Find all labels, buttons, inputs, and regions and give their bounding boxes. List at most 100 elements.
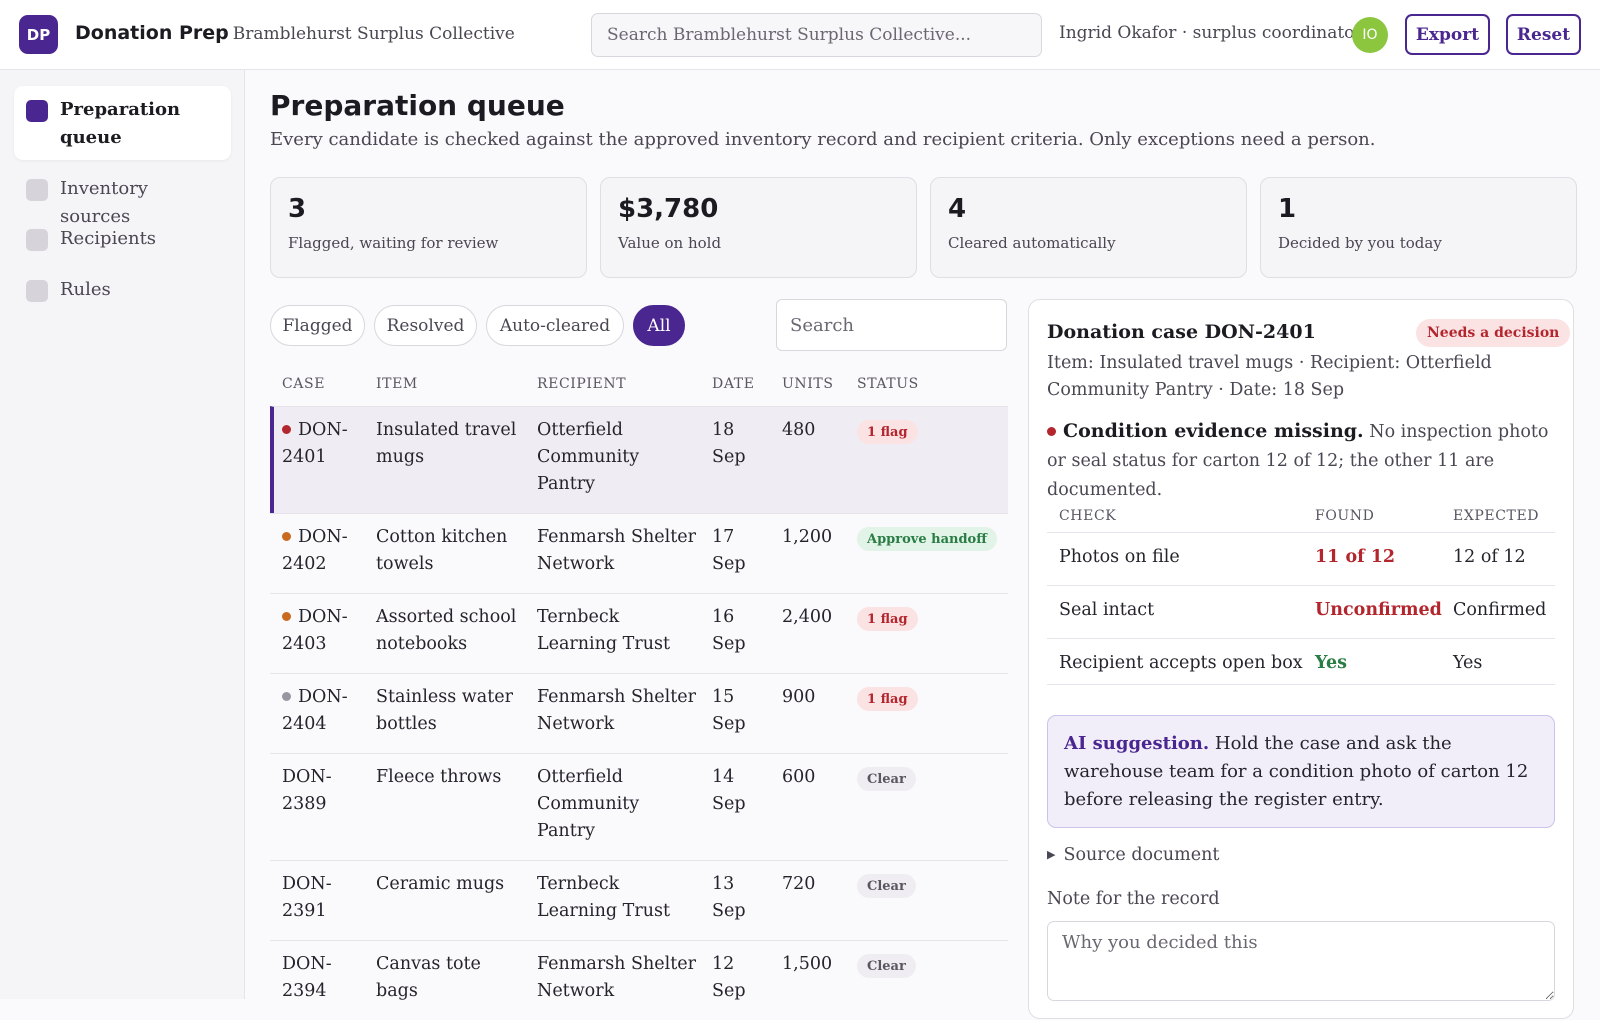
- cell-text: 480: [782, 420, 816, 440]
- table-row[interactable]: DON- 2402 Cotton kitchen towels Fenmarsh S…: [270, 513, 1008, 593]
- nav-square-icon: [26, 100, 48, 122]
- cell-text: 1,500: [782, 954, 833, 974]
- sidebar-item-rules[interactable]: Rules: [14, 266, 231, 312]
- export-button[interactable]: Export: [1405, 14, 1490, 55]
- nav-square-icon: [26, 229, 48, 251]
- cell-item: Fleece throws: [376, 764, 501, 791]
- filter-chip-resolved[interactable]: Resolved: [374, 305, 477, 346]
- table-row[interactable]: DON- 2404 Stainless water bottles Fenmarsh…: [270, 673, 1008, 753]
- check-found: 11 of 12: [1315, 547, 1396, 567]
- cell-text: 18 Sep: [712, 420, 746, 467]
- cell-date: 16 Sep: [712, 604, 746, 658]
- cell-recipient: Fenmarsh Shelter Network: [537, 951, 696, 1005]
- sidebar-item-label: Recipients: [60, 228, 157, 249]
- sidebar-item-label: Rules: [60, 279, 111, 300]
- cell-case: DON- 2403: [282, 604, 348, 658]
- status-badge: Clear: [857, 954, 916, 978]
- cell-recipient: Otterfield Community Pantry: [537, 764, 639, 845]
- divider: [1047, 684, 1555, 685]
- cell-units: 600: [782, 764, 815, 791]
- cell-text: DON- 2402: [282, 527, 348, 574]
- cell-text: DON- 2401: [282, 420, 348, 467]
- kpi-card: 3 Flagged, waiting for review: [270, 177, 587, 278]
- filter-chip-flagged[interactable]: Flagged: [270, 305, 365, 346]
- priority-dot-icon: [282, 612, 291, 621]
- status-badge: 1 flag: [857, 420, 918, 444]
- cell-item: Cotton kitchen towels: [376, 524, 507, 578]
- cell-text: 1,200: [782, 527, 833, 547]
- priority-dot-icon: [282, 532, 291, 541]
- cell-text: 600: [782, 767, 816, 787]
- cell-case: DON- 2404: [282, 684, 348, 738]
- check-check: Photos on file: [1059, 547, 1180, 567]
- cell-text: DON- 2404: [282, 687, 348, 734]
- cell-recipient: Otterfield Community Pantry: [537, 417, 639, 498]
- cell-recipient: Ternbeck Learning Trust: [537, 871, 670, 925]
- case-detail-panel: Donation case DON-2401 Needs a decision …: [1028, 299, 1574, 1019]
- check-found: Unconfirmed: [1315, 600, 1442, 620]
- cell-date: 12 Sep: [712, 951, 746, 1005]
- cell-units: 900: [782, 684, 815, 711]
- case-meta: Item: Insulated travel mugs · Recipient:…: [1047, 353, 1492, 400]
- queue-search-input[interactable]: [776, 299, 1007, 351]
- cell-text: 720: [782, 874, 816, 894]
- cell-date: 18 Sep: [712, 417, 746, 471]
- status-badge: 1 flag: [857, 687, 918, 711]
- cell-recipient: Fenmarsh Shelter Network: [537, 524, 696, 578]
- avatar[interactable]: IO: [1352, 17, 1388, 53]
- expected-column-header: Expected: [1453, 508, 1540, 524]
- check-found: Yes: [1315, 653, 1347, 673]
- cell-text: 14 Sep: [712, 767, 746, 814]
- check-row: Recipient accepts open box Yes Yes: [1047, 638, 1555, 691]
- table-row[interactable]: DON- 2394 Canvas tote bags Fenmarsh Shelte…: [270, 940, 1008, 1020]
- source-document-toggle[interactable]: ▶ Source document: [1047, 845, 1219, 865]
- cell-text: Cotton kitchen towels: [376, 527, 508, 574]
- status-badge: Needs a decision: [1416, 319, 1571, 347]
- cell-text: Stainless water bottles: [376, 687, 513, 734]
- cell-recipient: Fenmarsh Shelter Network: [537, 684, 696, 738]
- cell-text: 15 Sep: [712, 687, 746, 734]
- sidebar-item-label: Preparation queue: [60, 99, 181, 148]
- cell-units: 480: [782, 417, 815, 444]
- check-expected: Yes: [1453, 653, 1483, 673]
- issue-summary: Condition evidence missing. No inspectio…: [1047, 417, 1557, 505]
- app-logo[interactable]: DP: [19, 15, 58, 54]
- sidebar-item-label: Inventory sources: [60, 178, 148, 227]
- kpi-value: 4: [948, 194, 967, 224]
- reset-button[interactable]: Reset: [1506, 14, 1581, 55]
- filter-chip-all[interactable]: All: [633, 305, 685, 346]
- page-title: Preparation queue: [270, 89, 565, 122]
- cell-units: 720: [782, 871, 815, 898]
- cell-text: DON- 2403: [282, 607, 348, 654]
- check-row: Seal intact Unconfirmed Confirmed: [1047, 585, 1555, 638]
- cell-text: DON- 2389: [282, 767, 332, 814]
- issue-text: No inspection photo or seal status for c…: [1047, 422, 1549, 500]
- global-search-input[interactable]: [591, 13, 1042, 57]
- cell-text: Ternbeck Learning Trust: [537, 607, 671, 654]
- filter-chip-auto-cleared[interactable]: Auto-cleared: [486, 305, 624, 346]
- cell-text: 13 Sep: [712, 874, 746, 921]
- current-user: Ingrid Okafor · surplus coordinator: [1059, 23, 1363, 43]
- table-row[interactable]: DON- 2403 Assorted school notebooks Ternbe…: [270, 593, 1008, 673]
- cell-text: Ceramic mugs: [376, 874, 505, 894]
- note-textarea[interactable]: [1047, 921, 1555, 1001]
- cell-date: 17 Sep: [712, 524, 746, 578]
- table-row[interactable]: DON- 2389 Fleece throws Otterfield Communi…: [270, 753, 1008, 860]
- cell-text: 17 Sep: [712, 527, 746, 574]
- sidebar-item-inventory-sources[interactable]: Inventory sources: [14, 165, 231, 227]
- alert-dot-icon: [1047, 427, 1056, 436]
- page-subtitle: Every candidate is checked against the a…: [270, 129, 1376, 150]
- sidebar-item-recipients[interactable]: Recipients: [14, 215, 231, 261]
- table-row[interactable]: DON- 2401 Insulated travel mugs Otterfield…: [270, 406, 1008, 513]
- cell-date: 14 Sep: [712, 764, 746, 818]
- cell-text: Fenmarsh Shelter Network: [537, 954, 696, 1001]
- cell-item: Stainless water bottles: [376, 684, 513, 738]
- table-row[interactable]: DON- 2391 Ceramic mugs Ternbeck Learning T…: [270, 860, 1008, 940]
- check-expected: Confirmed: [1453, 600, 1547, 620]
- cell-case: DON- 2391: [282, 871, 332, 925]
- status-badge[interactable]: Approve handoff: [857, 527, 997, 551]
- status-badge: Clear: [857, 874, 916, 898]
- cell-text: DON- 2394: [282, 954, 332, 1001]
- cell-text: Insulated travel mugs: [376, 420, 517, 467]
- sidebar-item-preparation-queue[interactable]: Preparation queue: [14, 86, 231, 160]
